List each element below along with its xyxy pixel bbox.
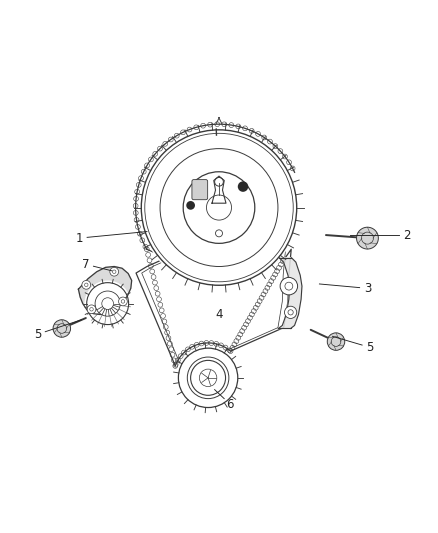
- Polygon shape: [78, 266, 132, 314]
- Circle shape: [215, 230, 223, 237]
- Text: 6: 6: [226, 398, 233, 410]
- Text: 7: 7: [82, 258, 90, 271]
- Text: 2: 2: [403, 229, 410, 241]
- Circle shape: [280, 277, 297, 295]
- Text: 5: 5: [34, 328, 42, 341]
- Circle shape: [183, 172, 255, 244]
- Text: 1: 1: [75, 232, 83, 245]
- Circle shape: [327, 333, 345, 350]
- Circle shape: [186, 201, 195, 210]
- Circle shape: [285, 306, 297, 318]
- Text: 5: 5: [366, 341, 373, 354]
- Circle shape: [85, 280, 131, 327]
- Circle shape: [53, 320, 71, 337]
- Circle shape: [176, 346, 240, 410]
- Polygon shape: [279, 258, 302, 328]
- Circle shape: [139, 128, 299, 287]
- Text: 3: 3: [364, 282, 371, 295]
- Text: 4: 4: [215, 308, 223, 321]
- Circle shape: [238, 181, 248, 192]
- Circle shape: [187, 357, 229, 399]
- Circle shape: [82, 280, 91, 289]
- Circle shape: [160, 149, 278, 266]
- Circle shape: [87, 305, 96, 313]
- Circle shape: [191, 360, 226, 395]
- FancyBboxPatch shape: [192, 180, 208, 200]
- Circle shape: [95, 291, 120, 316]
- Circle shape: [119, 297, 127, 306]
- Circle shape: [215, 177, 223, 186]
- Circle shape: [357, 227, 378, 249]
- Circle shape: [110, 268, 119, 276]
